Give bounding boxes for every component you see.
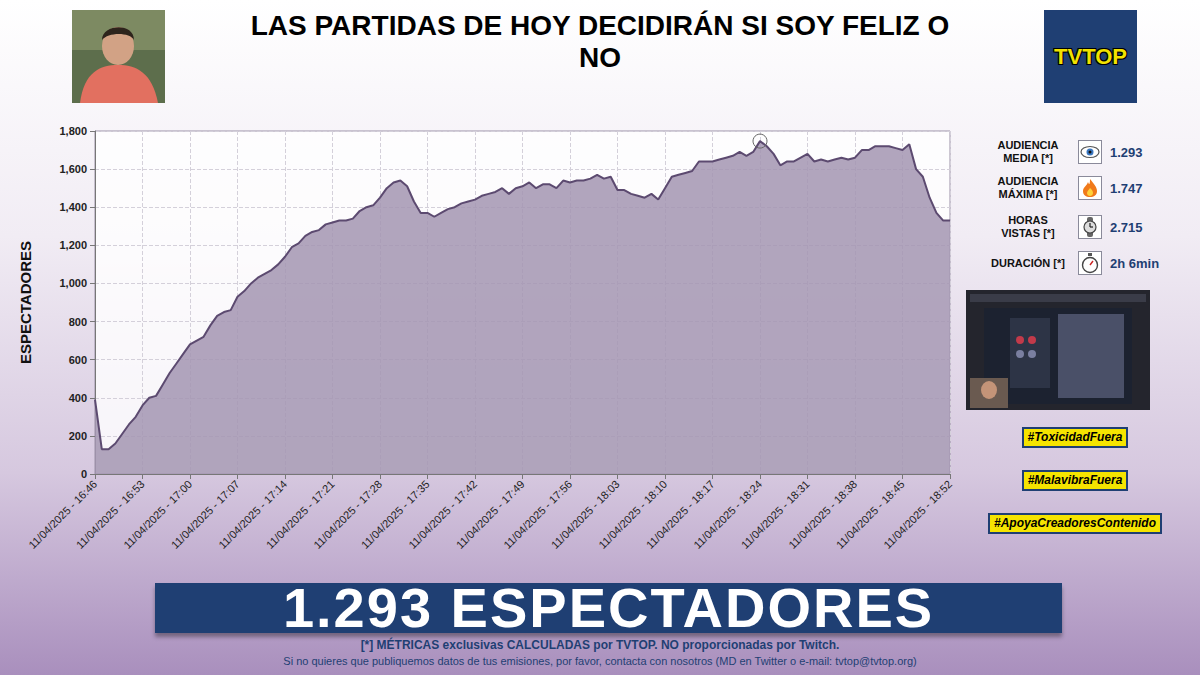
svg-text:1,800: 1,800 bbox=[59, 125, 87, 137]
svg-text:11/04/2025 - 17:00: 11/04/2025 - 17:00 bbox=[121, 477, 195, 551]
svg-text:1,000: 1,000 bbox=[59, 277, 87, 289]
svg-text:11/04/2025 - 17:14: 11/04/2025 - 17:14 bbox=[216, 477, 290, 551]
svg-text:400: 400 bbox=[69, 392, 87, 404]
html-text:#MalavibraFuera: #MalavibraFuera bbox=[1027, 473, 1123, 487]
html-text:Si no quieres que publiquemos: Si no quieres que publiquemos datos de t… bbox=[283, 655, 917, 667]
html-text:VISTAS [*]: VISTAS [*] bbox=[1001, 227, 1055, 239]
html-text:1.293: 1.293 bbox=[1110, 144, 1143, 160]
svg-text:1,400: 1,400 bbox=[59, 201, 87, 213]
html-text:HORAS: HORAS bbox=[1008, 214, 1048, 226]
html-text:1.747: 1.747 bbox=[1110, 180, 1143, 196]
svg-text:11/04/2025 - 17:21: 11/04/2025 - 17:21 bbox=[263, 477, 337, 551]
html-text:AUDIENCIA: AUDIENCIA bbox=[997, 139, 1059, 151]
svg-text:11/04/2025 - 17:42: 11/04/2025 - 17:42 bbox=[406, 477, 480, 551]
svg-text:11/04/2025 - 17:07: 11/04/2025 - 17:07 bbox=[168, 477, 242, 551]
html-text:LAS PARTIDAS DE HOY DECIDIRÁN: LAS PARTIDAS DE HOY DECIDIRÁN SI SOY FEL… bbox=[250, 10, 950, 73]
svg-text:800: 800 bbox=[69, 316, 87, 328]
svg-text:11/04/2025 - 17:49: 11/04/2025 - 17:49 bbox=[453, 477, 527, 551]
svg-text:0: 0 bbox=[81, 468, 87, 480]
svg-text:11/04/2025 - 17:28: 11/04/2025 - 17:28 bbox=[311, 477, 385, 551]
svg-text:ESPECTADORES: ESPECTADORES bbox=[17, 241, 34, 364]
svg-text:11/04/2025 - 16:53: 11/04/2025 - 16:53 bbox=[73, 477, 147, 551]
svg-text:11/04/2025 - 18:38: 11/04/2025 - 18:38 bbox=[786, 477, 860, 551]
svg-text:11/04/2025 - 18:03: 11/04/2025 - 18:03 bbox=[548, 477, 622, 551]
svg-text:200: 200 bbox=[69, 430, 87, 442]
svg-text:1,200: 1,200 bbox=[59, 239, 87, 251]
html-text:AUDIENCIA: AUDIENCIA bbox=[997, 175, 1059, 187]
html-text:#ToxicidadFuera: #ToxicidadFuera bbox=[1027, 430, 1123, 444]
svg-text:11/04/2025 - 16:46: 11/04/2025 - 16:46 bbox=[26, 477, 100, 551]
html-text:#ApoyaCreadoresContenido: #ApoyaCreadoresContenido bbox=[994, 516, 1156, 530]
svg-text:11/04/2025 - 18:45: 11/04/2025 - 18:45 bbox=[833, 477, 907, 551]
svg-text:11/04/2025 - 17:35: 11/04/2025 - 17:35 bbox=[358, 477, 432, 551]
svg-text:11/04/2025 - 18:17: 11/04/2025 - 18:17 bbox=[643, 477, 717, 551]
html-text:2h 6min: 2h 6min bbox=[1110, 255, 1160, 271]
html-text:1.293 ESPECTADORES: 1.293 ESPECTADORES bbox=[282, 576, 935, 639]
svg-text:11/04/2025 - 18:24: 11/04/2025 - 18:24 bbox=[691, 477, 765, 551]
svg-text:11/04/2025 - 18:52: 11/04/2025 - 18:52 bbox=[881, 478, 954, 551]
html-text:DURACIÓN [*]: DURACIÓN [*] bbox=[991, 256, 1065, 269]
html-text:[*] MÉTRICAS exclusivas CALCUL: [*] MÉTRICAS exclusivas CALCULADAS por T… bbox=[360, 638, 840, 652]
html-text:MÁXIMA [*]: MÁXIMA [*] bbox=[998, 188, 1058, 200]
svg-text:11/04/2025 - 18:31: 11/04/2025 - 18:31 bbox=[738, 477, 812, 551]
svg-text:11/04/2025 - 18:10: 11/04/2025 - 18:10 bbox=[596, 477, 670, 551]
svg-text:600: 600 bbox=[69, 354, 87, 366]
svg-text:1,600: 1,600 bbox=[59, 163, 87, 175]
html-text:MEDIA [*]: MEDIA [*] bbox=[1003, 152, 1053, 164]
svg-text:11/04/2025 - 17:56: 11/04/2025 - 17:56 bbox=[501, 477, 575, 551]
html-text:TVTOP: TVTOP bbox=[1054, 43, 1127, 69]
html-text:2.715: 2.715 bbox=[1110, 219, 1143, 235]
